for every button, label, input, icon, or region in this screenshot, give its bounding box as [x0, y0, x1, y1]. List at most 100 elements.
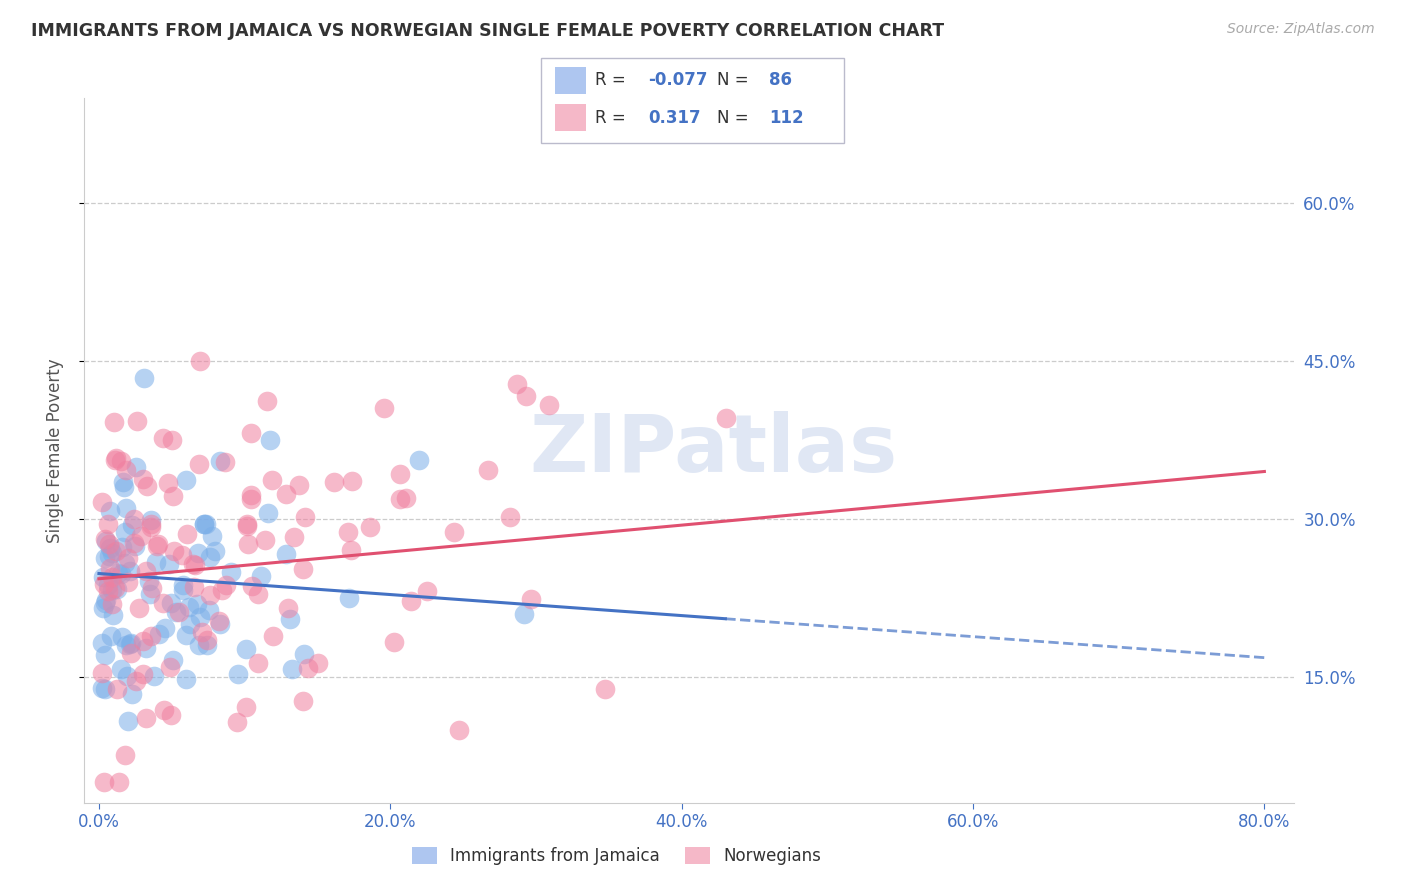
Point [477, 463, 499, 477]
Point [399, 594, 422, 608]
Point [359, 519, 381, 533]
Legend: Immigrants from Jamaica, Norwegians: Immigrants from Jamaica, Norwegians [405, 840, 828, 872]
Point [537, 398, 560, 412]
Point [188, 354, 211, 368]
Point [211, 582, 233, 597]
Point [141, 513, 163, 527]
Point [714, 410, 737, 425]
Point [337, 524, 360, 539]
Point [105, 451, 128, 466]
Point [160, 708, 183, 723]
Point [193, 516, 215, 531]
Point [515, 389, 537, 403]
Point [114, 556, 136, 570]
Point [240, 492, 263, 507]
Point [97, 516, 120, 531]
Point [104, 453, 127, 467]
Point [94, 596, 117, 610]
Point [373, 401, 395, 415]
Point [112, 479, 135, 493]
Point [124, 535, 146, 549]
Point [93, 682, 115, 697]
Point [177, 599, 200, 614]
Point [160, 433, 183, 447]
Point [135, 565, 157, 579]
Point [98, 549, 121, 563]
Point [183, 580, 205, 594]
Point [96, 593, 118, 607]
Point [135, 640, 157, 655]
Point [191, 624, 214, 639]
Point [194, 517, 217, 532]
Point [124, 540, 146, 554]
Point [595, 682, 617, 697]
Text: -0.077: -0.077 [648, 71, 707, 89]
Point [162, 490, 184, 504]
Point [188, 610, 211, 624]
Text: N =: N = [717, 109, 748, 127]
Point [94, 534, 117, 549]
Point [101, 546, 124, 560]
Point [142, 669, 165, 683]
Point [132, 370, 155, 384]
Point [187, 638, 209, 652]
Point [389, 491, 412, 506]
Point [101, 582, 124, 597]
Point [117, 574, 139, 589]
Point [103, 416, 125, 430]
Point [389, 467, 412, 481]
Point [136, 479, 159, 493]
Point [238, 537, 260, 551]
Point [162, 653, 184, 667]
Point [254, 533, 277, 547]
Point [101, 569, 124, 583]
Point [176, 526, 198, 541]
Point [90, 665, 112, 680]
Point [152, 431, 174, 445]
Point [226, 714, 249, 729]
Point [408, 453, 430, 467]
Point [94, 532, 117, 546]
Point [443, 525, 465, 540]
Point [214, 578, 236, 592]
Point [195, 632, 218, 647]
Point [98, 561, 121, 575]
Point [277, 600, 299, 615]
Point [174, 473, 197, 487]
Point [98, 541, 121, 555]
Point [247, 657, 270, 671]
Point [200, 550, 222, 565]
Point [139, 629, 162, 643]
Point [297, 661, 319, 675]
Point [291, 693, 314, 707]
Point [395, 491, 418, 505]
Point [105, 582, 128, 596]
Point [128, 601, 150, 615]
Point [93, 774, 115, 789]
Point [98, 503, 121, 517]
Point [172, 549, 194, 563]
Point [198, 603, 221, 617]
Point [132, 472, 155, 486]
Point [115, 639, 138, 653]
Point [184, 558, 207, 573]
Point [120, 636, 142, 650]
Point [117, 551, 139, 566]
Point [117, 714, 139, 729]
Point [174, 672, 197, 686]
Point [204, 544, 226, 558]
Point [187, 546, 209, 560]
Point [152, 703, 174, 717]
Point [416, 583, 439, 598]
Point [226, 667, 249, 681]
Point [157, 557, 180, 571]
Point [117, 669, 139, 683]
Point [240, 579, 263, 593]
Point [197, 638, 219, 652]
Point [96, 584, 118, 599]
Point [198, 588, 221, 602]
Point [274, 487, 297, 501]
Point [186, 597, 208, 611]
Point [98, 536, 121, 550]
Point [520, 591, 543, 606]
